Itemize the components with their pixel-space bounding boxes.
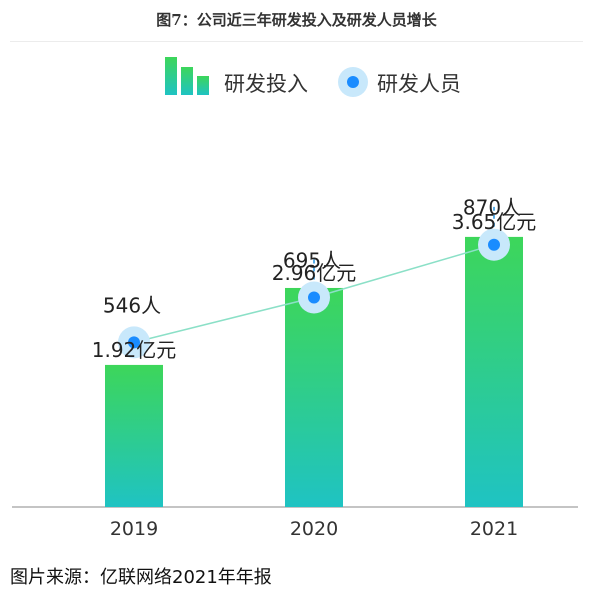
point-2021 (488, 238, 500, 251)
chart: 研发投入 研发人员 2019 2020 2021 1.92亿元 2.96亿元 3.65亿元… (12, 57, 578, 540)
x-tick-label: 2021 (470, 518, 518, 540)
bars-layer (105, 236, 523, 507)
labels-layer: 2019 2020 2021 1.92亿元 2.96亿元 3.65亿元 546人 695人 87… (92, 196, 537, 540)
figure-title: 图7：公司近三年研发投入及研发人员增长 (156, 11, 437, 29)
legend-bar-icon-3 (197, 76, 209, 95)
point-data-label: 695人 (283, 248, 341, 272)
bar-2021 (465, 236, 523, 507)
point-2020 (308, 291, 320, 304)
bar-2019 (105, 364, 163, 507)
x-tick-label: 2020 (290, 518, 338, 540)
point-data-label: 546人 (103, 293, 161, 317)
legend-bar-icon-2 (181, 67, 193, 95)
x-tick-label: 2019 (110, 518, 158, 540)
legend-label-bars: 研发投入 (224, 72, 308, 96)
legend-label-line: 研发人员 (377, 72, 461, 96)
point-data-label: 870人 (463, 196, 521, 220)
legend-dot-icon (347, 76, 359, 88)
legend-bar-icon-1 (165, 57, 177, 95)
bar-data-label: 3.65亿元 (452, 210, 537, 234)
point-2019 (128, 336, 140, 349)
bar-data-label: 1.92亿元 (92, 338, 177, 362)
bar-data-label: 2.96亿元 (272, 261, 357, 285)
legend: 研发投入 研发人员 (165, 57, 461, 97)
line-layer (118, 228, 510, 359)
title-divider (10, 41, 583, 42)
source-note: 图片来源：亿联网络2021年年报 (10, 567, 272, 588)
bar-2020 (285, 287, 343, 507)
